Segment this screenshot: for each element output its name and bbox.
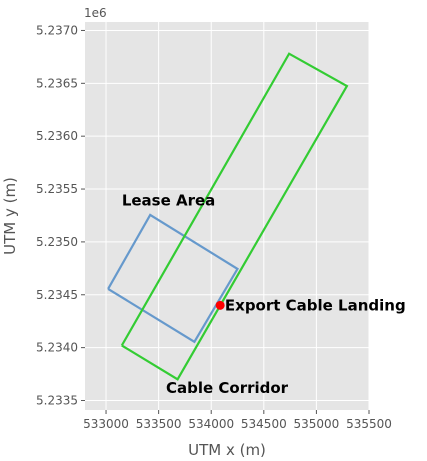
plot-background (85, 22, 369, 410)
annotation-2: Export Cable Landing (225, 296, 406, 314)
series-line-2 (120, 52, 349, 381)
x-axis-label: UTM x (m) (188, 441, 266, 459)
y-tick-label: 5.2350 (36, 235, 78, 249)
x-tick-label: 535500 (346, 417, 392, 431)
x-axis-ticks: 533000 533500 534000 534500 535000 535500 (83, 410, 392, 431)
annotation-3: Cable Corridor (166, 379, 289, 397)
y-offset-label: 1e6 (84, 6, 107, 20)
y-tick-label: 5.2360 (36, 129, 78, 143)
landing-point-marker (215, 300, 225, 310)
x-tick-label: 535000 (294, 417, 340, 431)
x-tick-label: 533500 (136, 417, 182, 431)
x-tick-label: 534500 (241, 417, 287, 431)
y-tick-label: 5.2340 (36, 341, 78, 355)
y-axis-ticks: 5.2335 5.2340 5.2345 5.2350 5.2355 5.2360 5.23… (36, 23, 85, 407)
y-tick-label: 5.2345 (36, 288, 78, 302)
x-tick-label: 533000 (83, 417, 129, 431)
annotation-layer: Lease Area Export Cable Landing Cable Corr… (122, 192, 406, 397)
marker-layer (215, 300, 225, 310)
series-line-1 (107, 213, 239, 344)
y-tick-label: 5.2335 (36, 393, 78, 407)
grid-lines (85, 22, 370, 410)
y-tick-label: 5.2355 (36, 182, 78, 196)
y-tick-label: 5.2365 (36, 76, 78, 90)
y-axis-label: UTM y (m) (1, 177, 19, 255)
y-tick-label: 5.2370 (36, 23, 78, 37)
series-layer (107, 52, 349, 381)
x-tick-label: 534000 (188, 417, 234, 431)
plot-area (85, 22, 369, 410)
annotation-1: Lease Area (122, 192, 215, 210)
